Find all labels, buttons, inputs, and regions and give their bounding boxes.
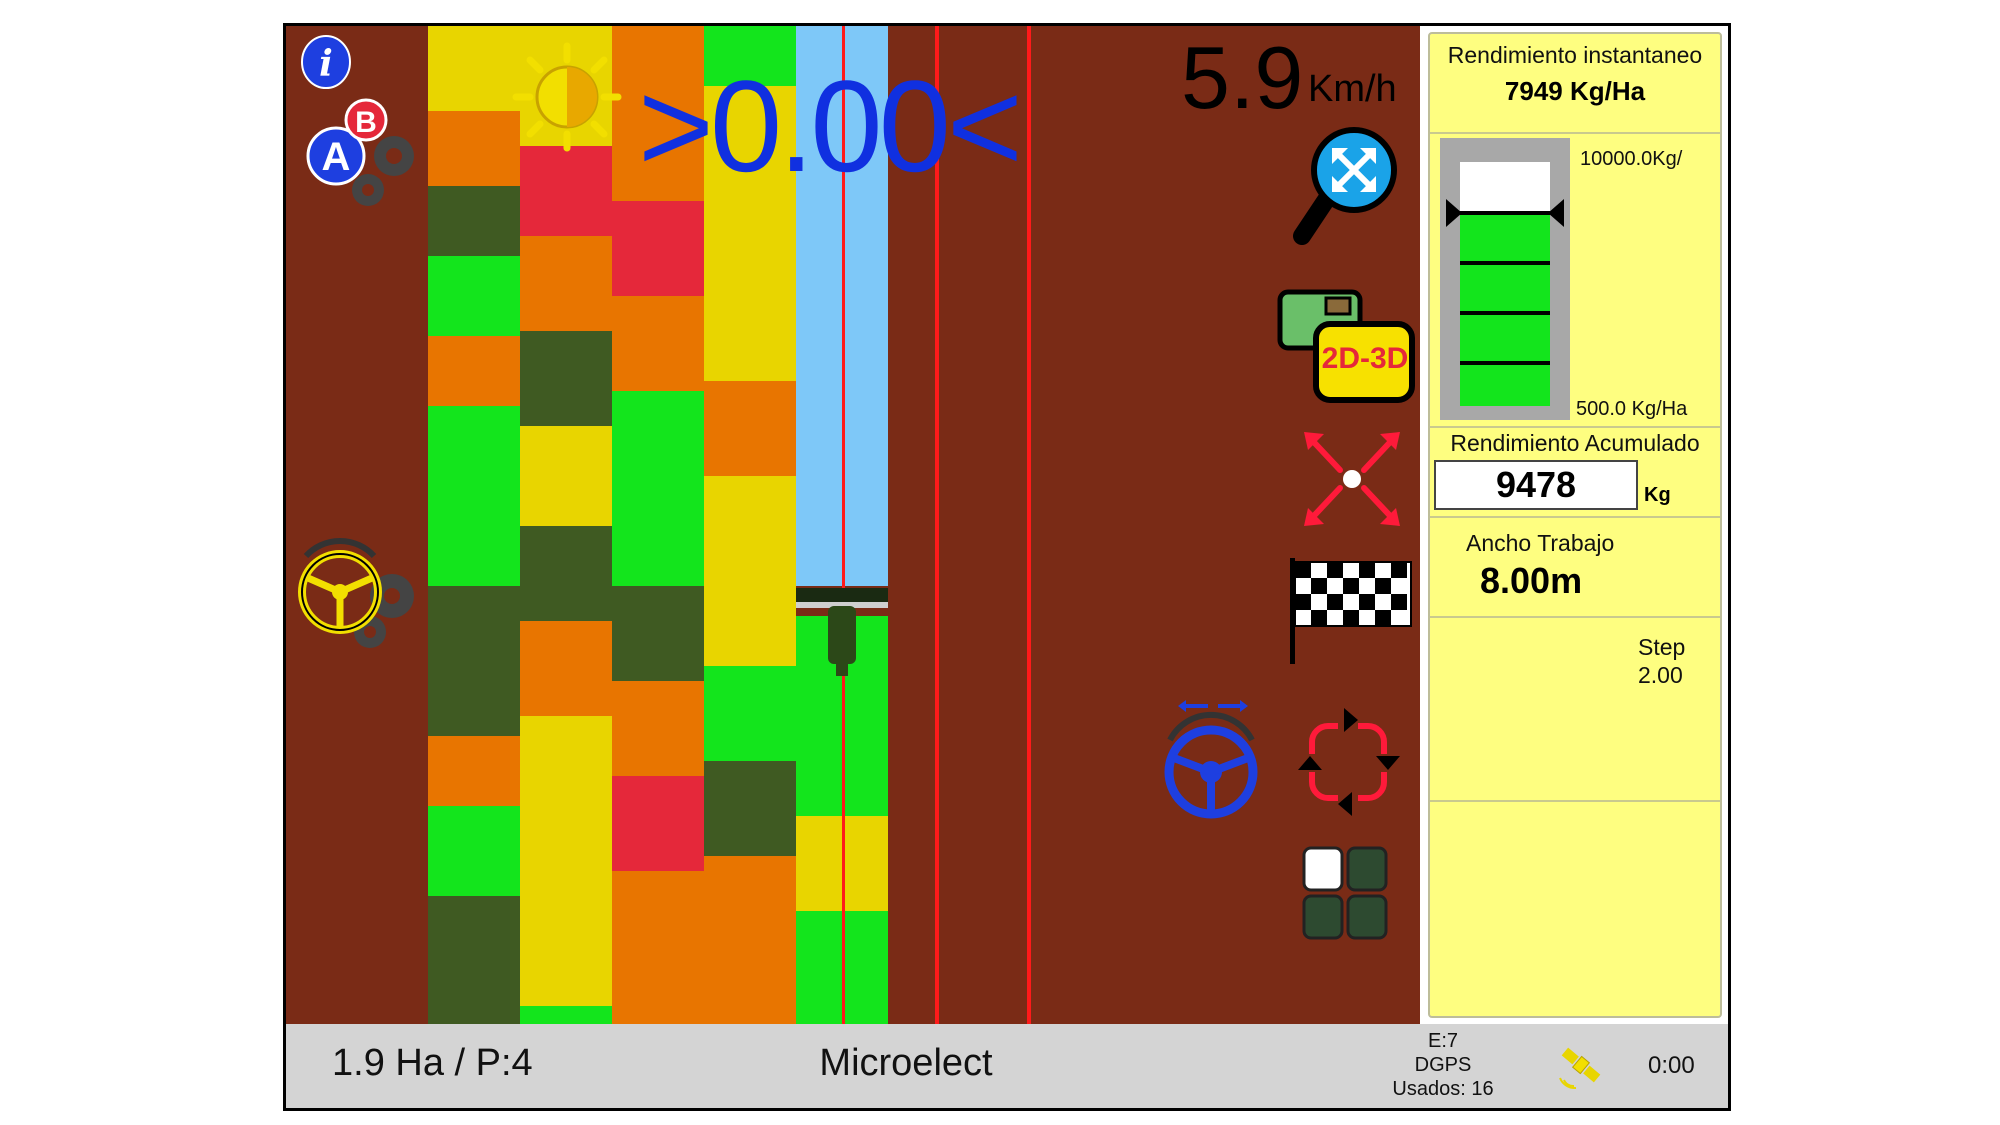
guidance-line-next — [935, 26, 939, 1024]
gps-satellites-label: Usados: 16 — [1392, 1078, 1494, 1100]
gps-mode-label: DGPS — [1414, 1054, 1472, 1076]
area-passes-label: 1.9 Ha / P:4 — [332, 1042, 533, 1084]
steering-settings-icon[interactable] — [292, 526, 432, 666]
instant-yield-value: 7949 Kg/Ha — [1504, 76, 1646, 106]
field-map[interactable]: i A B — [286, 26, 1420, 1024]
zoom-fit-icon[interactable] — [1292, 126, 1402, 256]
yield-gauge — [1440, 138, 1570, 420]
timer-label: 0:00 — [1648, 1052, 1695, 1079]
gauge-max-label: 10000.0Kg/ — [1580, 148, 1683, 170]
gauge-fill — [1460, 213, 1550, 406]
grid-layout-icon[interactable] — [1300, 844, 1390, 944]
gauge-marker-right — [1548, 199, 1564, 227]
harvester-icon — [794, 586, 890, 681]
gauge-current-line — [1460, 211, 1550, 215]
guidance-line-center — [842, 26, 845, 1024]
view-2d-3d-button[interactable]: 2D-3D — [1276, 286, 1416, 406]
accumulated-yield-box: 9478 — [1434, 460, 1638, 510]
brightness-icon[interactable] — [512, 42, 622, 152]
guidance-line-far — [1027, 26, 1031, 1024]
instant-yield-section: Rendimiento instantaneo 7949 Kg/Ha — [1430, 34, 1720, 134]
yield-panel: Rendimiento instantaneo 7949 Kg/Ha — [1420, 26, 1728, 1024]
accumulated-yield-section: Rendimiento Acumulado 9478 Kg — [1430, 426, 1720, 518]
gauge-min-label: 500.0 Kg/Ha — [1576, 398, 1688, 420]
satellite-icon — [1556, 1040, 1606, 1090]
step-section[interactable]: Step 2.00 — [1430, 616, 1720, 802]
gauge-track — [1460, 162, 1550, 406]
gauge-marker-left — [1446, 199, 1462, 227]
step-value: 2.00 — [1638, 662, 1683, 688]
work-width-value: 8.00m — [1480, 560, 1583, 601]
accumulated-yield-unit: Kg — [1644, 484, 1671, 506]
info-icon[interactable]: i — [300, 34, 352, 90]
harvest-strip-2 — [520, 26, 612, 1024]
instant-yield-title: Rendimiento instantaneo — [1447, 42, 1703, 68]
recenter-icon[interactable] — [1300, 424, 1404, 534]
rotate-map-icon[interactable] — [1292, 702, 1402, 822]
work-width-title: Ancho Trabajo — [1466, 530, 1615, 556]
speed-value: 5.9 — [1181, 28, 1304, 127]
step-label: Step — [1638, 634, 1686, 660]
finish-flag-icon[interactable] — [1286, 556, 1416, 666]
ab-line-icon[interactable]: A B — [296, 98, 426, 218]
status-bar: 1.9 Ha / P:4 Microelect E:7 DGPS Usados:… — [286, 1024, 1728, 1108]
svg-text:i: i — [319, 43, 333, 85]
autosteer-icon[interactable] — [1156, 696, 1266, 826]
svg-text:B: B — [355, 106, 377, 139]
gps-e-label: E:7 — [1427, 1030, 1459, 1052]
accumulated-yield-value: 9478 — [1495, 464, 1577, 505]
brand-label: Microelect — [819, 1042, 993, 1084]
work-width-section[interactable]: Ancho Trabajo 8.00m — [1430, 516, 1720, 618]
yield-gauge-section: 10000.0Kg/ 500.0 Kg/Ha — [1430, 132, 1720, 428]
harvest-strip-3 — [612, 26, 704, 1024]
monitor-screen: i A B — [283, 23, 1731, 1111]
harvest-strip-1 — [428, 26, 520, 1024]
harvest-strip-4 — [704, 26, 796, 1024]
accumulated-yield-title: Rendimiento Acumulado — [1450, 430, 1700, 456]
view-toggle-label: 2D-3D — [1321, 342, 1409, 375]
speed-unit: Km/h — [1308, 68, 1397, 110]
svg-text:A: A — [322, 135, 351, 179]
offset-readout: >0.00< — [638, 53, 1023, 199]
